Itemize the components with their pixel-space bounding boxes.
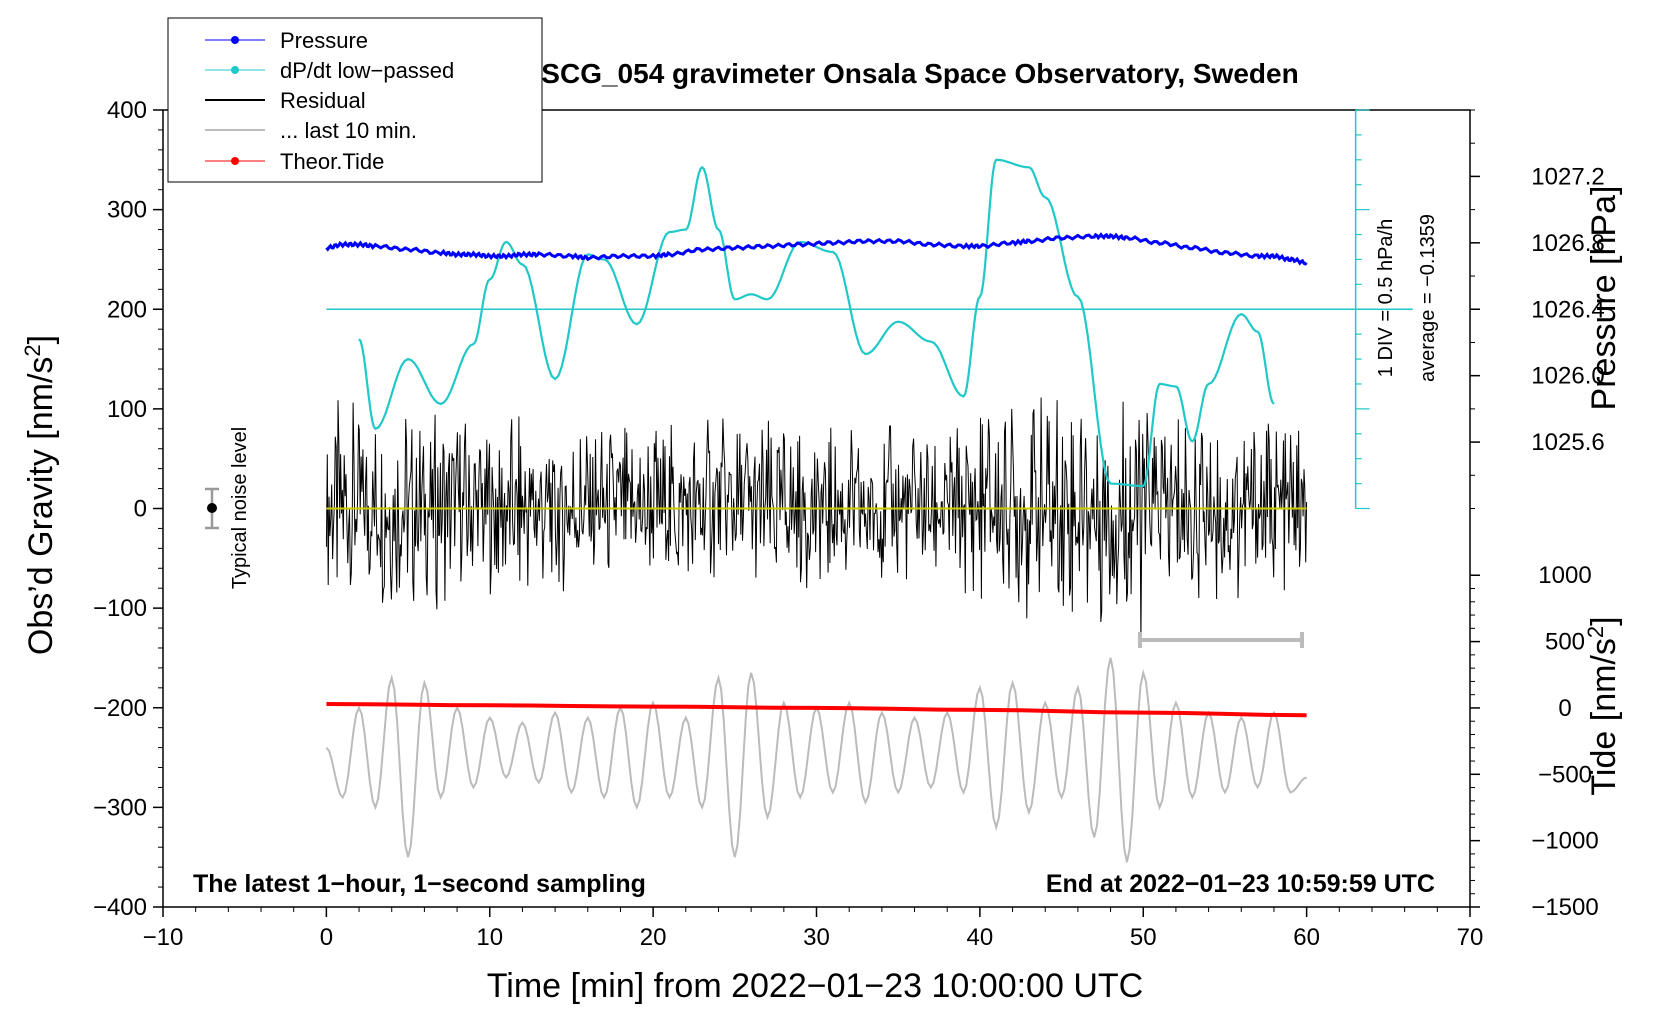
average-label: average = −0.1359	[1417, 214, 1439, 382]
y-tick-label: −400	[93, 894, 147, 921]
legend-marker-pressure	[231, 36, 239, 44]
legend-label-last-10-min: ... last 10 min.	[280, 118, 417, 143]
x-tick-label: 0	[320, 924, 333, 951]
x-tick-label: 20	[640, 924, 667, 951]
legend-label-theor-tide: Theor.Tide	[280, 149, 384, 174]
series-pressure-line	[325, 232, 1308, 266]
legend-label-residual: Residual	[280, 88, 366, 113]
tide-tick-label: −1000	[1531, 828, 1598, 855]
legend-item-pressure: Pressure	[205, 28, 368, 53]
noise-level-label: Typical noise level	[229, 427, 251, 589]
y-tick-label: 300	[107, 197, 147, 224]
pressure-tick-label: 1025.6	[1531, 429, 1604, 456]
noise-dot	[207, 503, 217, 513]
div-scale-label: 1 DIV = 0.5 hPa/h	[1375, 219, 1397, 377]
legend-item-last-10-min: ... last 10 min.	[205, 118, 417, 143]
y-tick-label: −300	[93, 794, 147, 821]
x-tick-label: 70	[1457, 924, 1484, 951]
legend-label-pressure: Pressure	[280, 28, 368, 53]
pressure-tick-label: 1026.4	[1531, 296, 1604, 323]
last-10-min-bracket	[1138, 632, 1304, 648]
y-tick-label: −200	[93, 695, 147, 722]
x-tick-label: 50	[1130, 924, 1157, 951]
x-tick-label: 30	[803, 924, 830, 951]
x-tick-label: 60	[1293, 924, 1320, 951]
x-tick-label: 10	[476, 924, 503, 951]
legend-item-theor-tide: Theor.Tide	[205, 149, 384, 174]
series-dpdt-line	[358, 158, 1275, 488]
noise-level-indicator	[205, 487, 219, 530]
tide-tick-label: 1000	[1538, 562, 1591, 589]
tide-tick-label: 0	[1558, 695, 1571, 722]
chart-title: SCG_054 gravimeter Onsala Space Observat…	[541, 58, 1298, 89]
legend-marker-dpdt	[231, 66, 239, 74]
pressure-tick-label: 1026.8	[1531, 230, 1604, 257]
y-tick-label: 100	[107, 396, 147, 423]
y-tick-label: −100	[93, 595, 147, 622]
tide-tick-label: −1500	[1531, 894, 1598, 921]
legend: Pressure dP/dt low−passed Residual ... l…	[167, 17, 543, 183]
y-tick-label: 0	[134, 496, 147, 523]
x-axis-title: Time [min] from 2022−01−23 10:00:00 UTC	[487, 967, 1143, 1005]
tide-tick-label: 500	[1545, 629, 1585, 656]
footer-right-label: End at 2022−01−23 10:59:59 UTC	[1046, 870, 1435, 898]
legend-item-dpdt: dP/dt low−passed	[205, 58, 454, 83]
series-group	[325, 109, 1413, 863]
pressure-tick-label: 1026.0	[1531, 363, 1604, 390]
x-tick-label: −10	[143, 924, 184, 951]
pressure-tick-label: 1027.2	[1531, 163, 1604, 190]
y-axis-title-pressure: Pressure [hPa]	[1585, 186, 1623, 411]
series-last-10-min-line	[325, 657, 1307, 863]
y-tick-label: 400	[107, 97, 147, 124]
y-tick-label: 200	[107, 296, 147, 323]
series-theor-tide-line	[326, 702, 1307, 718]
legend-item-residual: Residual	[205, 88, 366, 113]
y-axis-title-tide: Tide [nm/s2]	[1583, 616, 1623, 795]
y-axis-title-left: Obs’d Gravity [nm/s2]	[20, 335, 60, 655]
footer-left-label: The latest 1−hour, 1−second sampling	[193, 870, 646, 898]
legend-marker-theor-tide	[231, 157, 239, 165]
tide-tick-label: −500	[1538, 761, 1592, 788]
series-residual-line	[325, 397, 1308, 642]
x-tick-label: 40	[967, 924, 994, 951]
legend-label-dpdt: dP/dt low−passed	[280, 58, 454, 83]
axes-group: −10 0 10 20 30 40 50 60 704003002001000−100−200−…	[93, 97, 1605, 951]
